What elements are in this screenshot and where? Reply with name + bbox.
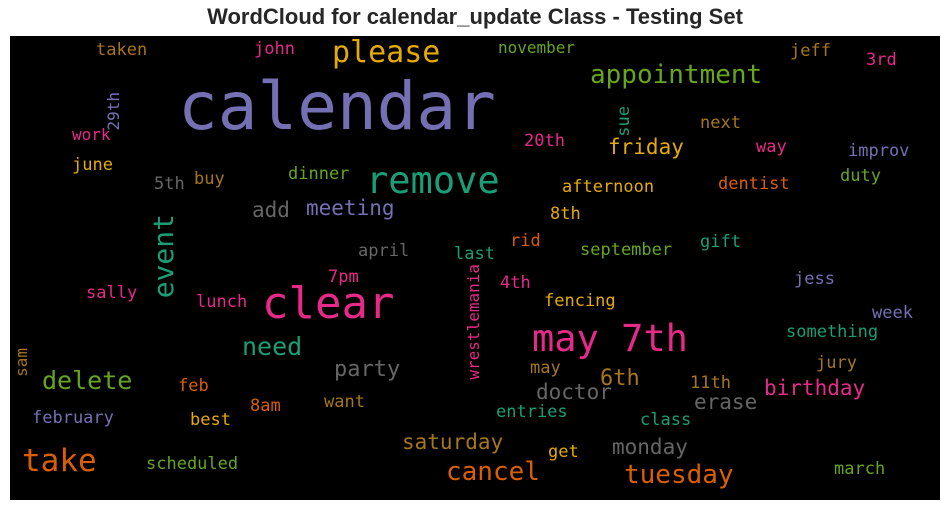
word-clear: clear xyxy=(262,278,395,329)
word-20th: 20th xyxy=(524,131,565,151)
word-lunch: lunch xyxy=(196,292,248,312)
word-8th: 8th xyxy=(550,204,581,224)
word-8am: 8am xyxy=(250,396,281,416)
word-appointment: appointment xyxy=(590,60,763,90)
word-take: take xyxy=(22,443,97,479)
word-feb: feb xyxy=(178,376,209,396)
word-may-7th: may 7th xyxy=(532,317,688,360)
word-friday: friday xyxy=(608,135,684,159)
word-doctor: doctor xyxy=(536,380,612,404)
word-something: something xyxy=(786,322,879,342)
word-scheduled: scheduled xyxy=(146,454,239,474)
word-7pm: 7pm xyxy=(328,267,359,287)
word-11th: 11th xyxy=(690,373,731,393)
word-delete: delete xyxy=(42,366,133,395)
word-week: week xyxy=(872,303,913,323)
word-fencing: fencing xyxy=(544,291,616,311)
word-cancel: cancel xyxy=(446,457,540,487)
word-want: want xyxy=(324,392,365,412)
word-june: june xyxy=(72,155,113,175)
chart-title: WordCloud for calendar_update Class - Te… xyxy=(207,4,743,29)
word-class: class xyxy=(640,410,692,430)
word-jury: jury xyxy=(816,353,857,373)
word-may: may xyxy=(530,358,561,378)
word-wrestlemania: wrestlemania xyxy=(464,264,483,380)
word-improv: improv xyxy=(848,141,910,161)
word-tuesday: tuesday xyxy=(624,460,734,490)
word-saturday: saturday xyxy=(402,430,504,454)
word-4th: 4th xyxy=(500,273,531,293)
word-sam: sam xyxy=(12,348,31,377)
word-september: september xyxy=(580,240,673,260)
word-jess: jess xyxy=(794,269,835,289)
word-duty: duty xyxy=(840,166,881,186)
word-april: april xyxy=(358,241,410,261)
word-way: way xyxy=(756,137,787,157)
word-remove: remove xyxy=(366,159,500,202)
word-march: march xyxy=(834,459,886,479)
word-get: get xyxy=(548,442,579,462)
word-add: add xyxy=(252,198,290,222)
word-sue: sue xyxy=(614,106,634,137)
word-sally: sally xyxy=(86,283,138,303)
word-february: february xyxy=(32,408,114,428)
word-meeting: meeting xyxy=(306,196,395,220)
word-work: work xyxy=(72,125,111,144)
word-party: party xyxy=(334,357,401,382)
word-calendar: calendar xyxy=(178,68,496,145)
word-6th: 6th xyxy=(600,366,640,391)
wordcloud-canvas: calendar clear remove may 7th please appointm… xyxy=(10,36,940,500)
word-birthday: birthday xyxy=(764,376,866,400)
word-need: need xyxy=(242,332,303,361)
word-gift: gift xyxy=(700,232,741,252)
word-3rd: 3rd xyxy=(866,50,897,70)
word-john: john xyxy=(254,39,295,59)
word-buy: buy xyxy=(194,169,225,189)
word-entries: entries xyxy=(496,402,568,422)
word-last: last xyxy=(454,244,495,264)
word-erase: erase xyxy=(694,390,758,414)
word-dentist: dentist xyxy=(718,174,790,194)
word-best: best xyxy=(190,410,231,430)
word-dinner: dinner xyxy=(288,164,350,184)
word-november: november xyxy=(498,38,576,57)
word-taken: taken xyxy=(96,40,148,60)
word-rid: rid xyxy=(510,231,541,251)
word-5th: 5th xyxy=(154,174,185,194)
word-next: next xyxy=(700,113,741,133)
word-monday: monday xyxy=(612,435,688,459)
word-event: event xyxy=(147,214,180,299)
word-afternoon: afternoon xyxy=(562,177,655,197)
word-jeff: jeff xyxy=(790,41,831,61)
word-please: please xyxy=(332,36,441,70)
